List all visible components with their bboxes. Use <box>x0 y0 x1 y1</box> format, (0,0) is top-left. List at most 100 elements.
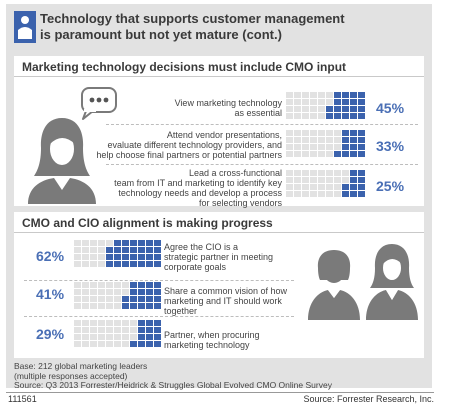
waffle-cell <box>310 151 317 157</box>
waffle-cell <box>286 130 293 136</box>
waffle-cell <box>334 137 341 143</box>
waffle-cell <box>286 151 293 157</box>
waffle-cell <box>146 303 153 309</box>
waffle-cell <box>130 334 137 340</box>
waffle-cell <box>114 240 121 246</box>
waffle-cell <box>154 254 161 260</box>
waffle-cell <box>334 151 341 157</box>
waffle-cell <box>358 106 365 112</box>
man-silhouette-icon <box>308 250 360 320</box>
waffle-cell <box>326 144 333 150</box>
section-cmo-input: Marketing technology decisions must incl… <box>14 56 424 208</box>
waffle-cell <box>146 282 153 288</box>
waffle-cell <box>90 334 97 340</box>
waffle-cell <box>106 247 113 253</box>
waffle-bar <box>286 92 365 119</box>
waffle-cell <box>350 144 357 150</box>
waffle-cell <box>350 137 357 143</box>
footnote-base: Base: 212 global marketing leaders <box>14 361 148 371</box>
waffle-cell <box>114 247 121 253</box>
waffle-cell <box>294 170 301 176</box>
waffle-cell <box>122 240 129 246</box>
waffle-cell <box>130 282 137 288</box>
waffle-cell <box>146 254 153 260</box>
title-line-1: Technology that supports customer manage… <box>40 11 345 26</box>
waffle-cell <box>326 177 333 183</box>
waffle-cell <box>122 320 129 326</box>
waffle-cell <box>350 170 357 176</box>
waffle-cell <box>302 144 309 150</box>
waffle-cell <box>318 137 325 143</box>
waffle-cell <box>98 289 105 295</box>
label-line: corporate goals <box>164 262 227 272</box>
waffle-bar <box>286 130 365 157</box>
waffle-cell <box>154 327 161 333</box>
waffle-cell <box>302 99 309 105</box>
waffle-cell <box>122 296 129 302</box>
waffle-cell <box>90 240 97 246</box>
waffle-cell <box>310 170 317 176</box>
waffle-cell <box>146 261 153 267</box>
waffle-cell <box>342 92 349 98</box>
waffle-cell <box>302 170 309 176</box>
waffle-cell <box>98 341 105 347</box>
waffle-cell <box>138 327 145 333</box>
waffle-cell <box>310 106 317 112</box>
waffle-cell <box>334 92 341 98</box>
waffle-cell <box>90 289 97 295</box>
waffle-cell <box>310 144 317 150</box>
waffle-cell <box>154 247 161 253</box>
waffle-bar <box>74 320 161 347</box>
waffle-cell <box>138 341 145 347</box>
waffle-cell <box>310 130 317 136</box>
waffle-cell <box>82 261 89 267</box>
waffle-cell <box>326 106 333 112</box>
waffle-cell <box>82 341 89 347</box>
waffle-cell <box>106 320 113 326</box>
waffle-cell <box>154 334 161 340</box>
waffle-cell <box>106 240 113 246</box>
waffle-cell <box>146 289 153 295</box>
waffle-cell <box>138 282 145 288</box>
waffle-cell <box>130 296 137 302</box>
waffle-cell <box>146 247 153 253</box>
row-divider <box>24 280 294 281</box>
waffle-cell <box>294 99 301 105</box>
bar-label: Agree the CIO is a strategic partner in … <box>164 242 273 272</box>
waffle-cell <box>318 170 325 176</box>
waffle-cell <box>302 137 309 143</box>
waffle-cell <box>122 341 129 347</box>
waffle-cell <box>294 191 301 197</box>
waffle-cell <box>318 144 325 150</box>
label-line: help choose final partners or potential … <box>96 150 282 160</box>
waffle-cell <box>358 130 365 136</box>
waffle-cell <box>310 191 317 197</box>
waffle-cell <box>318 99 325 105</box>
waffle-cell <box>114 282 121 288</box>
waffle-cell <box>334 170 341 176</box>
header: Technology that supports customer manage… <box>6 4 432 50</box>
waffle-cell <box>350 130 357 136</box>
waffle-cell <box>294 130 301 136</box>
waffle-bar <box>74 282 161 309</box>
footnote: Base: 212 global marketing leaders (mult… <box>14 361 332 391</box>
waffle-cell <box>146 296 153 302</box>
person-logo-icon <box>14 11 36 43</box>
waffle-cell <box>74 254 81 260</box>
waffle-cell <box>74 341 81 347</box>
waffle-cell <box>114 254 121 260</box>
page-title: Technology that supports customer manage… <box>40 11 345 43</box>
bar-label: Attend vendor presentations, evaluate di… <box>96 130 282 160</box>
label-line: Partner, when procuring <box>164 330 260 340</box>
label-line: View marketing technology <box>174 98 282 108</box>
figure-id: 111561 <box>8 394 37 404</box>
waffle-cell <box>98 254 105 260</box>
waffle-cell <box>82 296 89 302</box>
waffle-cell <box>82 303 89 309</box>
waffle-cell <box>106 296 113 302</box>
waffle-cell <box>334 113 341 119</box>
waffle-cell <box>122 282 129 288</box>
bar-label: View marketing technology as essential <box>175 98 282 118</box>
bar-label: Share a common vision of how marketing a… <box>164 286 287 316</box>
waffle-cell <box>318 113 325 119</box>
